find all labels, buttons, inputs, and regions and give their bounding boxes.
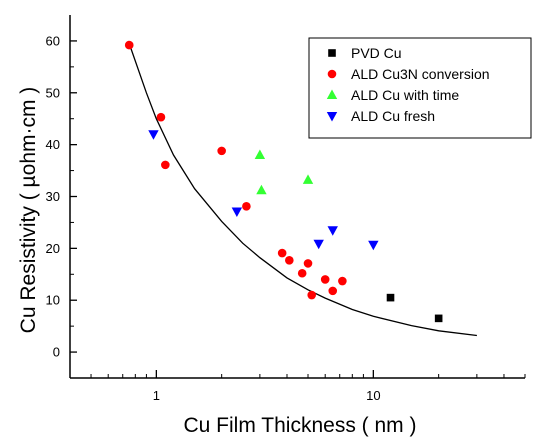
data-point — [124, 40, 134, 50]
data-point — [313, 239, 324, 250]
y-axis-title: Cu Resistivity ( µohm·cm ) — [17, 87, 40, 334]
legend-label: ALD Cu with time — [351, 87, 459, 103]
y-tick-label: 40 — [46, 137, 60, 152]
data-point — [302, 174, 314, 184]
x-tick-label: 1 — [153, 388, 160, 403]
y-tick-label: 60 — [46, 33, 60, 48]
data-point — [368, 240, 379, 251]
data-point — [320, 275, 330, 284]
data-markers — [124, 40, 443, 323]
legend-marker — [327, 69, 337, 79]
y-tick-label: 30 — [46, 189, 60, 204]
x-axis-title: Cu Film Thickness ( nm ) — [184, 414, 417, 437]
data-point — [217, 146, 226, 156]
x-ticks: 1 10 — [69, 370, 526, 403]
y-tick-label: 50 — [46, 85, 60, 100]
legend-marker — [326, 112, 338, 122]
data-point — [161, 160, 170, 170]
y-tick-label: 20 — [46, 241, 60, 256]
legend: PVD Cu ALD Cu3N conversion ALD Cu with tim… — [308, 37, 532, 139]
y-ticks: 0 10 20 30 40 50 60 — [46, 33, 77, 360]
legend-marker — [328, 49, 336, 57]
legend-label: ALD Cu fresh — [351, 108, 435, 124]
data-point — [328, 286, 338, 296]
data-point — [231, 207, 243, 218]
data-point — [297, 268, 307, 278]
data-point — [303, 259, 313, 268]
data-point — [148, 130, 159, 140]
data-point — [434, 314, 443, 323]
data-point — [256, 184, 267, 195]
y-tick-label: 10 — [46, 293, 60, 308]
data-point — [338, 276, 347, 286]
data-point — [156, 112, 166, 122]
legend-label: ALD Cu3N conversion — [351, 66, 490, 82]
y-tick-label: 0 — [53, 345, 60, 360]
legend-label: PVD Cu — [351, 45, 402, 61]
legend-marker — [326, 89, 338, 99]
data-point — [386, 293, 395, 302]
data-point — [254, 149, 266, 160]
data-point — [242, 202, 251, 211]
data-point — [277, 248, 287, 258]
data-point — [307, 290, 317, 300]
data-point — [285, 255, 294, 265]
x-tick-label: 10 — [366, 388, 380, 403]
fit-curve — [128, 43, 477, 337]
legend-box — [308, 37, 532, 139]
data-point — [327, 226, 338, 236]
